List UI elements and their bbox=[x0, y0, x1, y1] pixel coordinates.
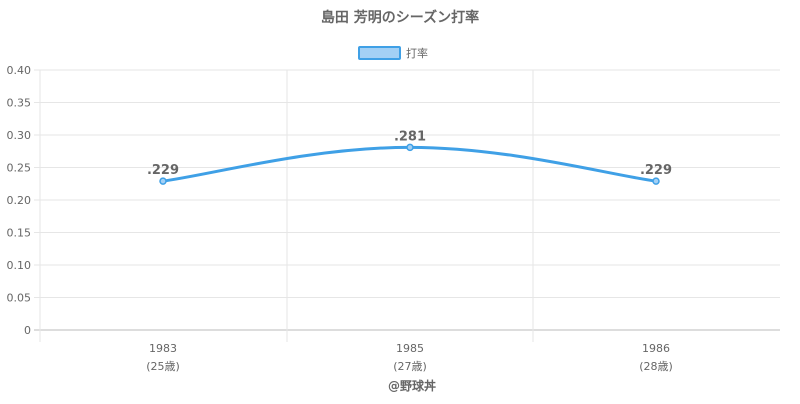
series-layer bbox=[159, 143, 660, 185]
legend-label: 打率 bbox=[406, 46, 428, 60]
data-point[interactable] bbox=[406, 143, 414, 152]
y-tick-label: 0.15 bbox=[7, 227, 32, 240]
x-tick-age-label: (25歳) bbox=[146, 360, 180, 373]
y-tick-label: 0 bbox=[24, 324, 31, 337]
x-tick-label: 1986 bbox=[642, 342, 670, 355]
y-tick-label: 0.25 bbox=[7, 162, 32, 175]
x-tick-age-label: (28歳) bbox=[639, 360, 673, 373]
y-tick-label: 0.40 bbox=[7, 64, 32, 77]
grid bbox=[34, 69, 780, 342]
legend[interactable]: 打率 bbox=[358, 46, 428, 60]
data-label: .229 bbox=[640, 163, 672, 178]
data-label: .229 bbox=[147, 163, 179, 178]
series-line bbox=[161, 145, 658, 183]
y-tick-label: 0.20 bbox=[7, 194, 32, 207]
x-tick-label: 1985 bbox=[396, 342, 424, 355]
legend-swatch bbox=[358, 46, 401, 60]
y-tick-label: 0.35 bbox=[7, 97, 32, 110]
chart-title: 島田 芳明のシーズン打率 bbox=[321, 9, 479, 26]
data-point[interactable] bbox=[159, 177, 167, 185]
data-labels: .229 .281 .229 bbox=[147, 129, 672, 178]
footer-credit: @野球丼 bbox=[388, 378, 436, 393]
data-label: .281 bbox=[394, 129, 426, 144]
y-tick-label: 0.10 bbox=[7, 259, 32, 272]
y-tick-label: 0.30 bbox=[7, 129, 32, 142]
y-tick-label: 0.05 bbox=[7, 292, 32, 305]
axes: 0.40 0.35 0.30 0.25 0.20 0.15 0.10 0.05 0 1983 (25… bbox=[7, 64, 673, 373]
x-tick-label: 1983 bbox=[149, 342, 177, 355]
x-tick-age-label: (27歳) bbox=[393, 360, 427, 373]
data-point[interactable] bbox=[652, 177, 660, 185]
